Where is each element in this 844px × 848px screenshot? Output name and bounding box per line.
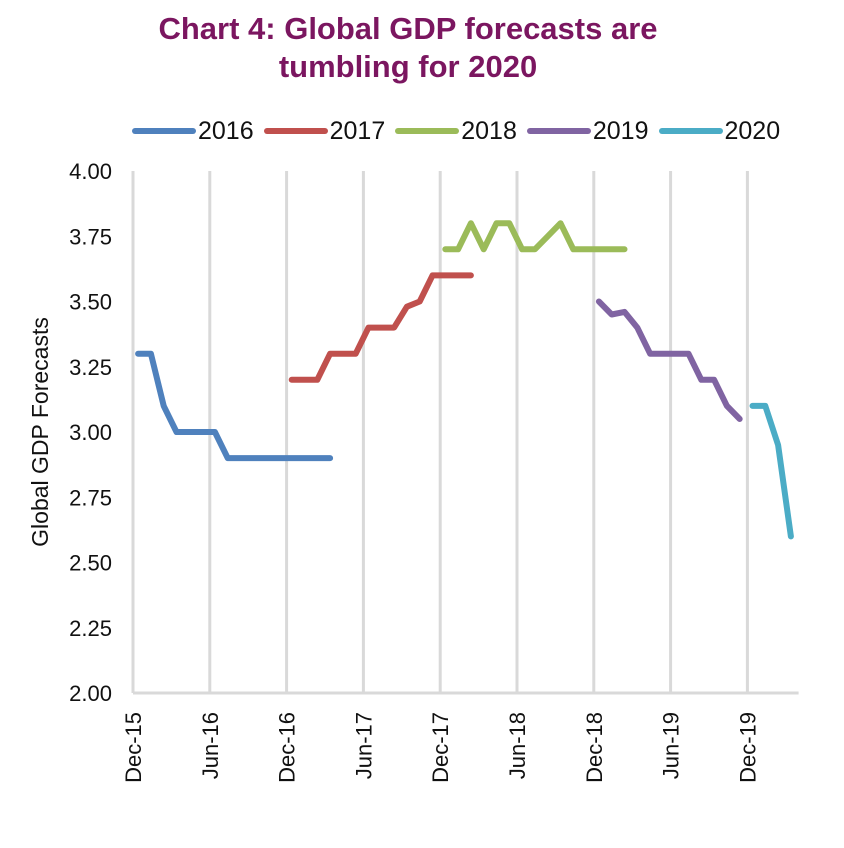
y-axis-ticks: 4.00 3.75 3.50 3.25 3.00 2.75 2.50 2.25 2.00 bbox=[69, 159, 112, 706]
x-tick-label: Dec-15 bbox=[121, 712, 146, 783]
legend-swatch bbox=[395, 128, 460, 134]
series-line-2018 bbox=[442, 220, 628, 253]
series-line-2020 bbox=[749, 402, 794, 540]
legend-label: 2020 bbox=[724, 116, 781, 145]
legend-swatch bbox=[132, 128, 196, 134]
x-tick-label: Jun-19 bbox=[659, 712, 684, 779]
legend-label: 2018 bbox=[461, 116, 517, 145]
y-tick-label: 2.25 bbox=[69, 616, 112, 641]
gridlines bbox=[131, 171, 749, 693]
series-line-2016 bbox=[135, 350, 334, 462]
series-lines bbox=[135, 220, 794, 540]
y-tick-label: 2.00 bbox=[69, 681, 112, 706]
x-tick-label: Dec-16 bbox=[275, 712, 300, 783]
legend-swatch bbox=[263, 128, 328, 134]
y-tick-label: 3.50 bbox=[69, 290, 112, 315]
y-tick-label: 4.00 bbox=[69, 159, 112, 184]
legend-swatch bbox=[658, 128, 723, 134]
legend-item-2016: 2016 bbox=[132, 117, 254, 146]
legend-item-2020: 2020 bbox=[658, 116, 781, 146]
legend-item-2017: 2017 bbox=[263, 116, 386, 146]
y-axis-label: Global GDP Forecasts bbox=[27, 317, 53, 547]
y-tick-label: 3.75 bbox=[69, 224, 112, 249]
legend-item-2018: 2018 bbox=[395, 117, 517, 146]
x-tick-label: Dec-18 bbox=[582, 712, 607, 783]
chart-title: Chart 4: Global GDP forecasts are tumbli… bbox=[0, 10, 816, 86]
x-tick-label: Jun-17 bbox=[351, 712, 376, 779]
y-tick-label: 2.50 bbox=[69, 551, 112, 576]
x-tick-label: Dec-17 bbox=[428, 712, 453, 783]
x-tick-label: Jun-16 bbox=[198, 712, 223, 779]
legend-item-2019: 2019 bbox=[526, 116, 649, 146]
y-tick-label: 3.00 bbox=[69, 420, 112, 445]
chart-legend: 2016 2017 2018 2019 2020 bbox=[132, 114, 790, 148]
series-line-2019 bbox=[595, 298, 743, 422]
legend-label: 2019 bbox=[592, 116, 649, 145]
legend-label: 2016 bbox=[198, 116, 254, 145]
y-tick-label: 2.75 bbox=[69, 485, 112, 510]
x-tick-label: Dec-19 bbox=[735, 712, 760, 783]
x-tick-label: Jun-18 bbox=[505, 712, 530, 779]
legend-label: 2017 bbox=[329, 116, 386, 145]
legend-swatch bbox=[526, 128, 591, 134]
series-line-2017 bbox=[288, 272, 474, 383]
chart-title-line-1: Chart 4: Global GDP forecasts are bbox=[158, 11, 658, 46]
chart-title-line-2: tumbling for 2020 bbox=[278, 49, 538, 84]
y-tick-label: 3.25 bbox=[69, 355, 112, 380]
x-axis-ticks: Dec-15 Jun-16 Dec-16 Jun-17 Dec-17 Jun-18 Dec-… bbox=[121, 712, 760, 783]
